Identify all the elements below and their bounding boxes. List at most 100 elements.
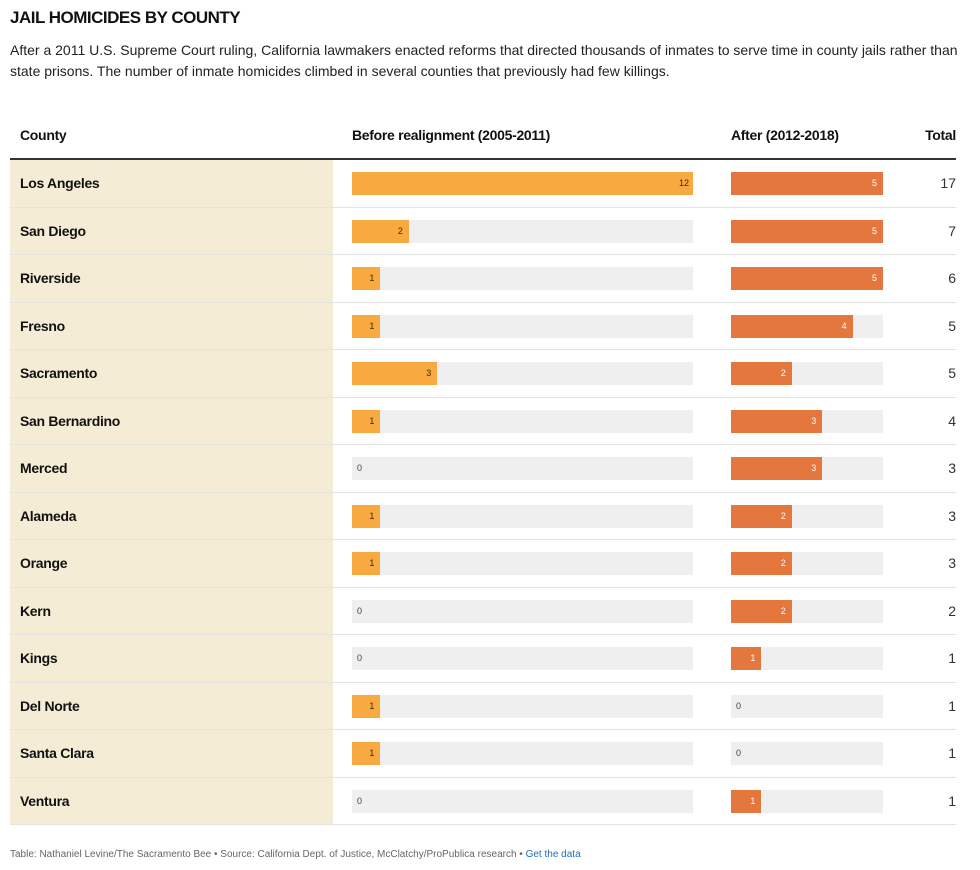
before-bar: [352, 409, 381, 433]
after-bar: [731, 552, 792, 575]
table-row: Riverside 1 5 6: [10, 255, 956, 303]
after-value-label: 1: [750, 795, 756, 806]
before-bar-track: 1: [352, 267, 693, 290]
after-bar-track: 5: [731, 219, 883, 243]
after-value-label: 5: [872, 178, 878, 188]
county-name: Los Angeles: [20, 175, 100, 191]
before-value-label: 0: [357, 653, 363, 663]
total-value: 3: [948, 555, 956, 571]
header-divider: [10, 158, 956, 160]
header-total: Total: [925, 127, 956, 143]
before-bar-track: 1: [352, 504, 693, 528]
before-value-label: 1: [369, 558, 375, 568]
before-value-label: 12: [679, 178, 690, 188]
total-value: 1: [948, 650, 956, 666]
before-bar-track: 0: [352, 647, 693, 670]
after-value-label: 2: [780, 558, 786, 568]
before-bar-track: 1: [352, 409, 693, 433]
header-county: County: [20, 127, 67, 143]
after-bar: [731, 647, 762, 670]
after-value-label: 1: [750, 653, 756, 663]
table-row: Sacramento 3 2 5: [10, 350, 956, 398]
table-row: Kings 0 1 1: [10, 635, 956, 683]
after-bar-track: 0: [731, 694, 883, 718]
after-bar-track: 4: [731, 314, 883, 338]
footer: Table: Nathaniel Levine/The Sacramento B…: [10, 849, 581, 860]
after-bar: [731, 409, 823, 433]
footer-credit: Table: Nathaniel Levine/The Sacramento B…: [10, 849, 526, 860]
before-bar-track: 1: [352, 552, 693, 575]
row-divider: [10, 539, 956, 540]
before-bar-track: 0: [352, 599, 693, 623]
after-bar-track: 2: [731, 552, 883, 575]
row-divider: [10, 349, 956, 350]
after-bar: [731, 267, 883, 290]
total-value: 5: [948, 365, 956, 381]
before-value-label: 1: [369, 510, 375, 521]
before-value-label: 1: [369, 320, 375, 331]
county-name: Del Norte: [20, 697, 80, 714]
before-bar-track: 1: [352, 314, 693, 338]
total-value: 1: [948, 792, 956, 809]
after-bar: [731, 789, 762, 813]
total-value: 1: [948, 745, 956, 761]
before-bar: [352, 694, 381, 718]
chart-subtitle: After a 2011 U.S. Supreme Court ruling, …: [10, 42, 958, 79]
row-divider: [10, 444, 956, 445]
after-bar: [731, 504, 792, 528]
after-bar-track: 2: [731, 504, 883, 528]
table-row: Orange 1 2 3: [10, 540, 956, 588]
chart-title: JAIL HOMICIDES BY COUNTY: [10, 8, 241, 27]
total-value: 2: [948, 602, 956, 619]
before-bar-track: 1: [352, 742, 693, 765]
after-bar-track: 3: [731, 409, 883, 433]
before-value-label: 1: [369, 415, 375, 426]
total-value: 6: [948, 270, 956, 286]
after-value-label: 2: [780, 368, 786, 378]
after-bar: [731, 362, 792, 385]
row-divider: [10, 681, 956, 683]
after-bar-track: 3: [731, 457, 883, 480]
county-name: Ventura: [20, 792, 70, 809]
table-row: San Bernardino 1 3 4: [10, 398, 956, 445]
after-bar-track: 0: [731, 742, 883, 765]
table-row: Santa Clara 1 0 1: [10, 730, 956, 778]
table-row: San Diego 2 5 7: [10, 208, 956, 255]
after-bar: [731, 314, 853, 338]
county-name: San Bernardino: [20, 412, 121, 429]
table-row: Alameda 1 2 3: [10, 493, 956, 540]
before-bar-track: 0: [352, 789, 693, 813]
after-bar: [731, 172, 883, 195]
after-value-label: 0: [736, 700, 742, 711]
before-value-label: 0: [357, 463, 363, 473]
row-divider: [10, 396, 956, 398]
total-value: 3: [948, 460, 956, 476]
county-name: San Diego: [20, 222, 86, 239]
table-row: Fresno 1 4 5: [10, 303, 956, 350]
total-value: 1: [948, 697, 956, 714]
before-bar: [352, 742, 381, 765]
county-name: Sacramento: [20, 365, 98, 381]
after-bar-track: 5: [731, 172, 883, 195]
after-value-label: 0: [736, 748, 742, 758]
before-bar: [352, 172, 693, 195]
before-bar-track: 2: [352, 219, 693, 243]
header-after: After (2012-2018): [731, 127, 839, 143]
row-divider: [10, 824, 956, 825]
county-name: Kern: [20, 602, 51, 619]
total-value: 3: [948, 507, 956, 524]
before-value-label: 0: [357, 605, 363, 616]
table-row: Merced 0 3 3: [10, 445, 956, 493]
after-bar-track: 1: [731, 789, 883, 813]
table-row: Del Norte 1 0 1: [10, 683, 956, 730]
after-value-label: 3: [811, 463, 817, 473]
county-name: Merced: [20, 460, 68, 476]
county-name: Riverside: [20, 270, 81, 286]
row-divider: [10, 206, 956, 208]
before-bar-track: 1: [352, 694, 693, 718]
table-row: Kern 0 2 2: [10, 588, 956, 635]
table-row: Los Angeles 12 5 17: [10, 160, 956, 208]
before-value-label: 1: [369, 700, 375, 711]
county-name: Alameda: [20, 507, 77, 524]
get-data-link[interactable]: Get the data: [525, 849, 581, 860]
